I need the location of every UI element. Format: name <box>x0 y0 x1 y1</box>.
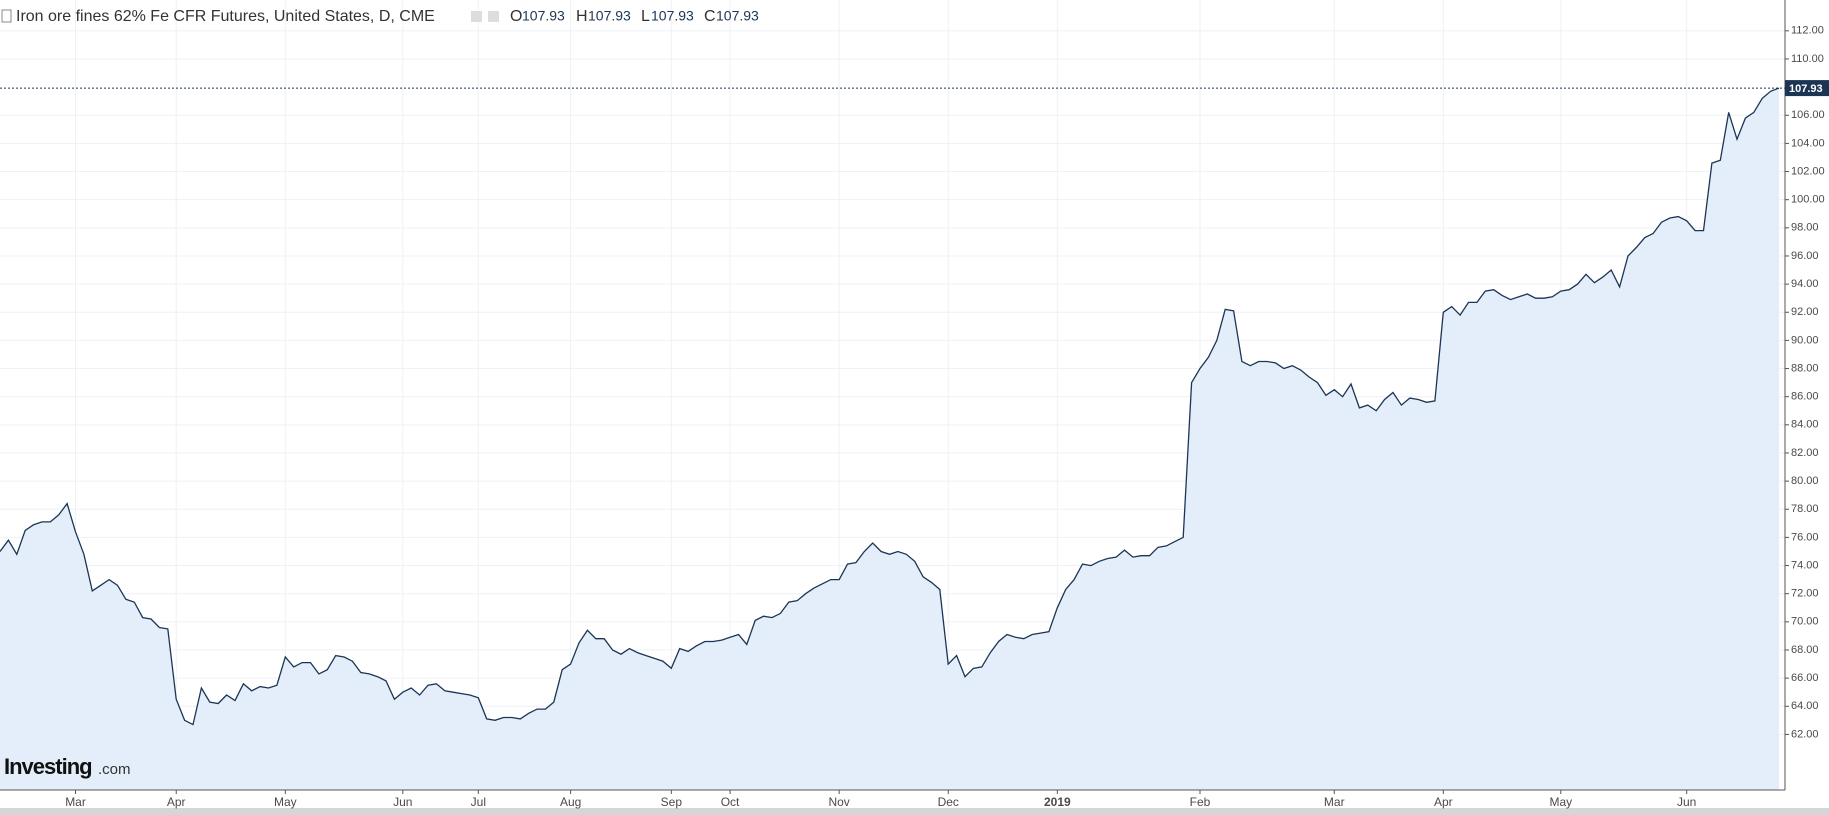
y-tick-label: 78.00 <box>1791 503 1819 515</box>
y-tick-label: 100.00 <box>1791 194 1825 206</box>
x-tick-label: Oct <box>721 795 740 809</box>
y-tick-label: 74.00 <box>1791 559 1819 571</box>
y-tick-label: 110.00 <box>1791 53 1824 65</box>
settings-icon[interactable] <box>471 11 482 22</box>
header: Iron ore fines 62% Fe CFR Futures, Unite… <box>1 8 759 25</box>
high-label: H <box>576 8 588 25</box>
x-tick-label: Jul <box>471 795 486 809</box>
y-tick-label: 96.00 <box>1791 250 1819 262</box>
high-value: 107.93 <box>588 8 631 24</box>
y-tick-label: 62.00 <box>1791 728 1819 740</box>
open-value: 107.93 <box>522 8 565 24</box>
header-title: Iron ore fines 62% Fe CFR Futures, Unite… <box>16 8 435 25</box>
y-tick-label: 66.00 <box>1791 672 1819 684</box>
x-tick-label: May <box>1549 795 1572 809</box>
x-tick-label: Sep <box>661 795 683 809</box>
low-label: L <box>641 8 650 25</box>
y-tick-label: 80.00 <box>1791 475 1819 487</box>
x-tick-label: May <box>274 795 297 809</box>
x-tick-label: Nov <box>828 795 849 809</box>
y-tick-label: 112.00 <box>1791 25 1824 37</box>
low-value: 107.93 <box>651 8 694 24</box>
y-tick-label: 94.00 <box>1791 278 1819 290</box>
logo: Investing .com <box>4 754 131 779</box>
scrollbar <box>0 808 1829 815</box>
x-tick-label: Apr <box>1434 795 1453 809</box>
y-tick-label: 76.00 <box>1791 531 1819 543</box>
y-tick-label: 106.00 <box>1791 109 1825 121</box>
collapse-icon[interactable] <box>1 9 12 23</box>
y-tick-label: 98.00 <box>1791 222 1819 234</box>
x-tick-label: Jun <box>1677 795 1696 809</box>
y-tick-label: 84.00 <box>1791 419 1819 431</box>
y-tick-label: 72.00 <box>1791 588 1819 600</box>
logo-suffix: .com <box>98 761 131 778</box>
price-line <box>0 87 1780 726</box>
axes: 62.00 64.00 66.00 68.00 70.00 72.00 74.00 76.00… <box>65 25 1829 809</box>
x-tick-label: Apr <box>167 795 186 809</box>
x-tick-label: Mar <box>65 795 86 809</box>
y-tick-label: 86.00 <box>1791 391 1819 403</box>
x-tick-label: Aug <box>560 795 581 809</box>
x-tick-label: Mar <box>1324 795 1345 809</box>
last-price-label: 107.93 <box>1789 83 1823 95</box>
logo-name: Investing <box>4 754 92 779</box>
y-tick-label: 68.00 <box>1791 644 1819 656</box>
plot <box>0 87 1785 791</box>
x-tick-label: Feb <box>1190 795 1211 809</box>
x-tick-label: Jun <box>393 795 412 809</box>
x-tick-label: 2019 <box>1044 795 1071 809</box>
y-tick-label: 102.00 <box>1791 165 1825 177</box>
y-tick-label: 82.00 <box>1791 447 1819 459</box>
area-fill <box>0 88 1779 791</box>
y-tick-label: 88.00 <box>1791 362 1819 374</box>
y-tick-label: 104.00 <box>1791 137 1825 149</box>
close-value: 107.93 <box>716 8 759 24</box>
x-tick-label: Dec <box>938 795 959 809</box>
last-price-box <box>1785 80 1829 97</box>
y-tick-label: 90.00 <box>1791 334 1819 346</box>
y-tick-label: 64.00 <box>1791 700 1819 712</box>
close-icon[interactable] <box>488 11 499 22</box>
y-tick-label: 70.00 <box>1791 616 1819 628</box>
open-label: O <box>510 8 522 25</box>
close-label: C <box>704 8 716 25</box>
y-tick-label: 92.00 <box>1791 306 1819 318</box>
